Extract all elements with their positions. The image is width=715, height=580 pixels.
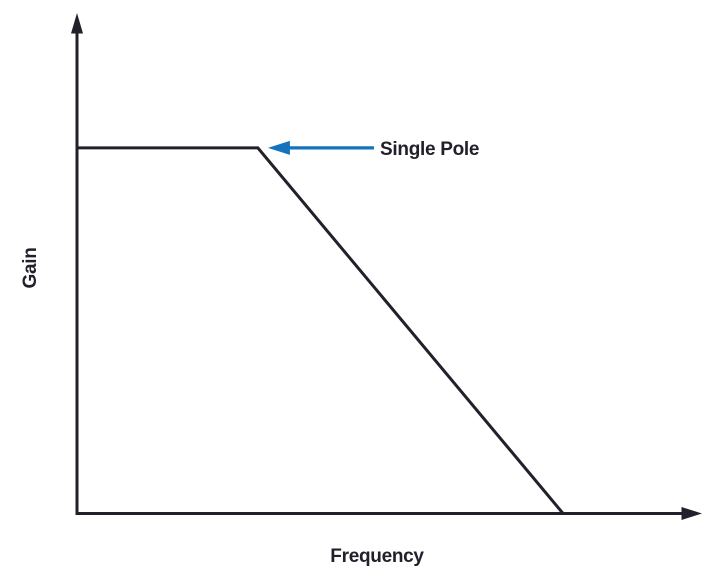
y-axis-arrowhead-icon bbox=[71, 13, 83, 34]
y-axis-label: Gain bbox=[20, 247, 41, 288]
annotation-arrowhead-icon bbox=[267, 140, 290, 155]
x-axis-label: Frequency bbox=[330, 546, 424, 567]
annotation-label: Single Pole bbox=[380, 139, 479, 160]
gain-curve bbox=[77, 146, 565, 515]
x-axis-arrowhead-icon bbox=[681, 507, 702, 520]
